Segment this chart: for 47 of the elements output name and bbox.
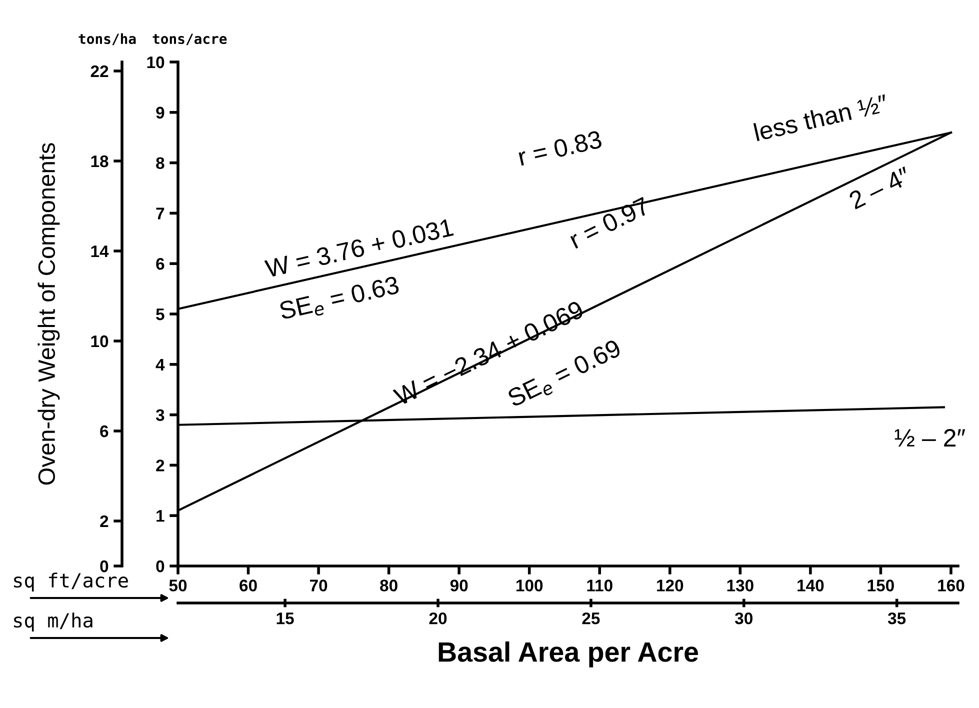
y2-tick-label: 2: [100, 515, 108, 528]
annotation: W = 3.76 + 0.031: [264, 218, 454, 278]
x-tick-label: 60: [240, 580, 257, 592]
annotation: SE$_{e}$ = 0.63: [278, 276, 400, 324]
y-tick-label: 1: [156, 510, 164, 522]
text: tons/ha: [78, 33, 136, 46]
y2-tick-label: 18: [91, 155, 108, 168]
text: sq ft/acre: [14, 572, 128, 592]
y2-tick-label: 0: [100, 560, 108, 572]
annotation: r = 0.83: [518, 130, 602, 166]
x-tick-label: 150: [868, 580, 894, 592]
x2-tick-label: 30: [734, 612, 752, 624]
x-axis-title: Basal Area per Acre: [438, 641, 698, 668]
x-tick-label: 80: [380, 580, 398, 592]
annotation: less than ½″: [753, 93, 889, 142]
y2-tick-label: 14: [91, 246, 109, 258]
annotation: ½ – 2″: [894, 429, 966, 446]
text: tons/acre: [152, 34, 227, 46]
y-tick-label: 3: [156, 409, 164, 422]
x2-axis-title: sq m/ha: [14, 612, 92, 632]
y-tick-label: 10: [147, 56, 164, 68]
y-tick-label: 9: [156, 106, 164, 119]
y-tick-label: 0: [156, 560, 164, 572]
x-tick-label: 160: [938, 580, 964, 592]
y-tick-label: 8: [156, 157, 164, 170]
x-tick-label: 90: [450, 580, 468, 592]
y-tick-label: 4: [156, 358, 165, 370]
y-tick-label: 5: [156, 308, 164, 320]
y2-axis-title: Oven-dry Weight of Components: [38, 143, 60, 485]
x-tick-label: 120: [657, 580, 684, 592]
y-tick-label: 7: [156, 208, 164, 220]
x2-tick-label: 35: [888, 612, 906, 624]
x-tick-label: 110: [587, 580, 612, 592]
annotation: 2 – 4″: [848, 166, 912, 210]
x2-tick-label: 15: [276, 612, 294, 624]
x-tick-label: 70: [310, 580, 328, 592]
y2-tick-label: 6: [100, 425, 108, 438]
y2-tick-label: 22: [90, 65, 108, 78]
x-tick-label: 100: [516, 580, 543, 592]
x-tick-label: 140: [798, 580, 824, 592]
x-tick-label: 130: [727, 580, 754, 592]
y2-tick-label: 10: [91, 335, 108, 348]
x2-tick-label: 20: [429, 612, 447, 624]
x-tick-label: 50: [169, 580, 187, 592]
x2-tick-label: 25: [582, 612, 600, 624]
y-tick-label: 2: [156, 460, 164, 472]
y-tick-label: 6: [156, 258, 164, 270]
